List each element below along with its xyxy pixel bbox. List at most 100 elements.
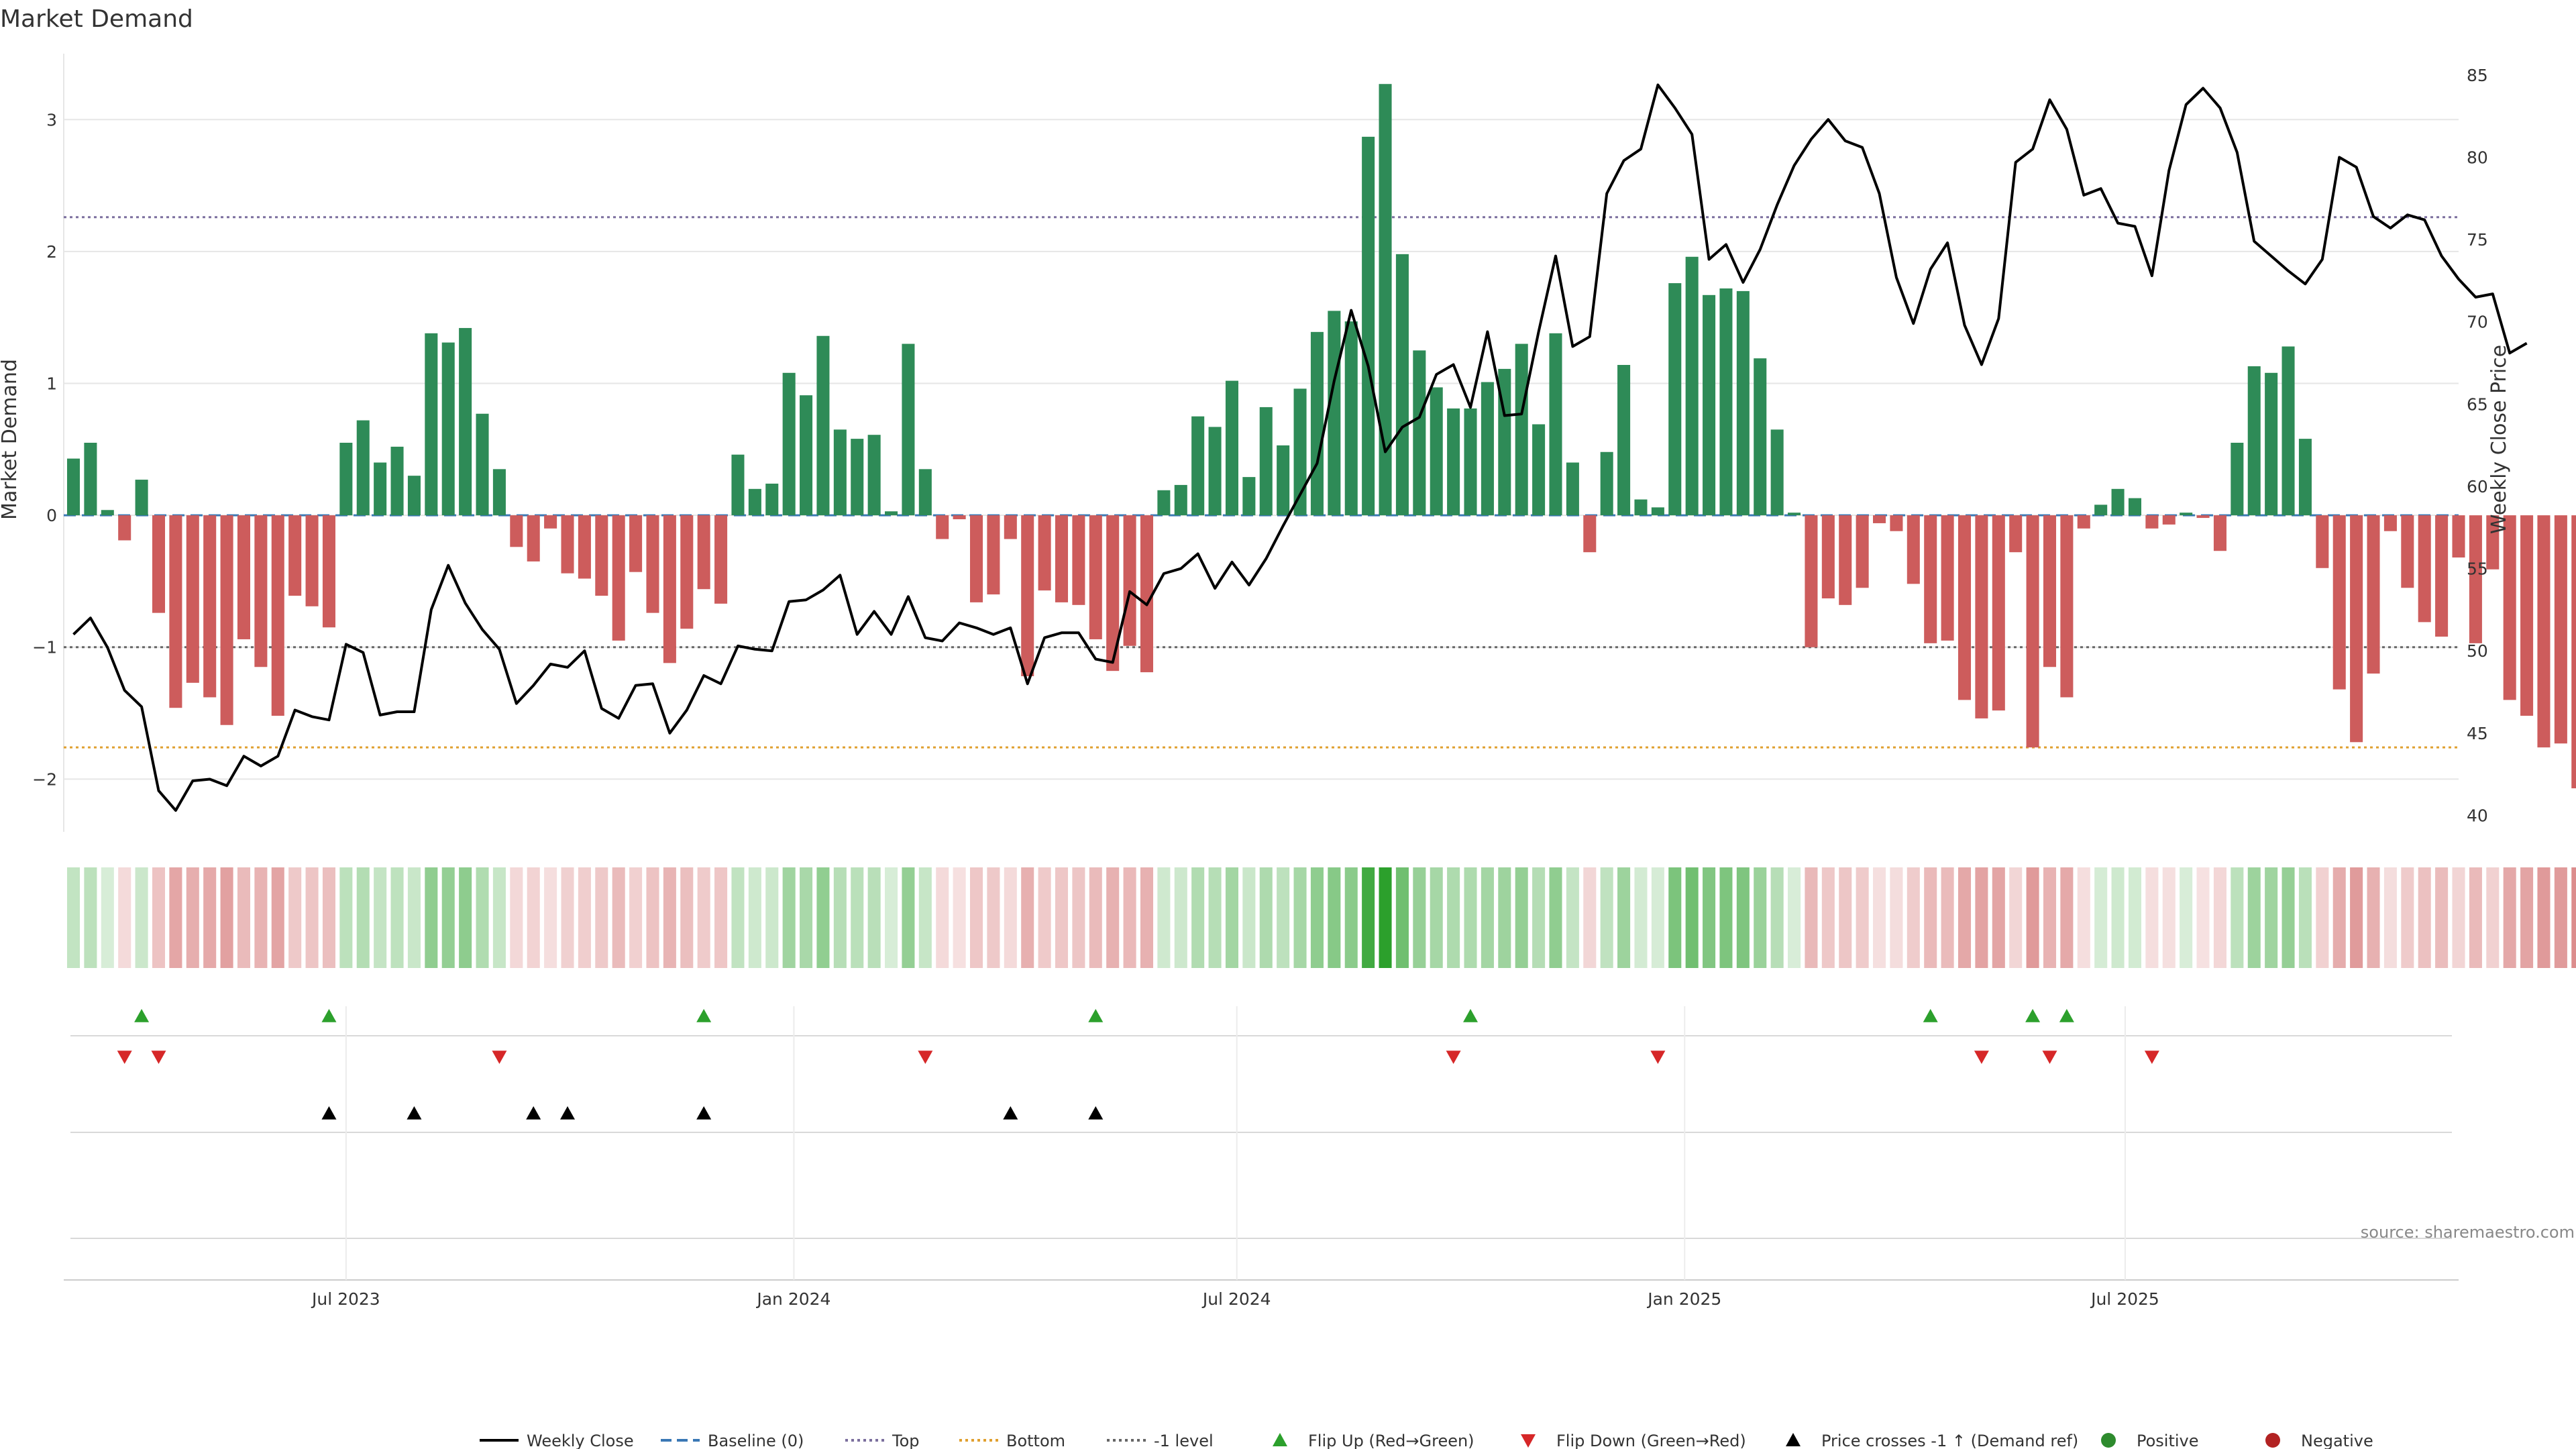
heat-cell [186,867,199,968]
demand-bar [2383,515,2397,531]
demand-bar [186,515,199,683]
heat-cell [1344,867,1358,968]
demand-bar [1277,445,1290,516]
demand-bar [2350,515,2363,743]
demand-bars [66,84,2576,789]
heat-cell [2571,867,2576,968]
demand-bar [1941,515,1954,641]
demand-bar [1310,331,1324,516]
demand-bar [2418,515,2431,623]
demand-bar [1430,387,1443,516]
heat-cell [2316,867,2329,968]
legend-item: Flip Up (Red→Green) [1273,1432,1474,1449]
heat-cell [441,867,455,968]
heat-cell [1225,867,1238,968]
heat-cell [2128,867,2141,968]
heat-cell [697,867,710,968]
demand-bar [646,515,659,613]
heat-cell [2180,867,2193,968]
demand-bar [492,469,506,516]
heat-cell [101,867,114,968]
heat-cell [1277,867,1290,968]
flip-down-marker [1446,1051,1461,1064]
demand-bar [561,515,574,574]
demand-bar [2571,515,2576,789]
legend-item: Flip Down (Green→Red) [1521,1432,1746,1449]
flip-down-marker [151,1051,166,1064]
demand-bar [2265,372,2278,516]
demand-bar [595,515,608,596]
demand-bar [833,429,847,516]
demand-bar [2435,515,2449,637]
demand-bar [697,515,710,590]
heat-cell [2043,867,2057,968]
heat-cell [2469,867,2482,968]
legend-label: Flip Down (Green→Red) [1556,1432,1746,1449]
source-note: source: sharemaestro.com [2361,1223,2575,1242]
legend-item: Price crosses -1 ↑ (Demand ref) [1786,1432,2078,1449]
flip-down-marker [2144,1051,2159,1064]
heat-cell [2009,867,2023,968]
demand-bar [1021,515,1034,676]
legend-label: Baseline (0) [708,1432,804,1449]
heat-cell [1941,867,1954,968]
demand-bar [1532,424,1546,516]
y-axis-ticks: −2 −1 0 1 2 3 [32,110,57,789]
demand-bar [101,510,114,516]
demand-bar [1992,515,2005,711]
y2-tick-label: 60 [2467,477,2488,496]
flip-down-marker [918,1051,933,1064]
demand-bar [2247,366,2261,516]
heat-cell [2486,867,2500,968]
heat-cell [1447,867,1460,968]
heat-cell [1328,867,1341,968]
heat-cell [2077,867,2090,968]
cross-up-marker [526,1106,541,1120]
heat-cell [1242,867,1256,968]
demand-bar [936,515,949,539]
heat-cell [765,867,779,968]
legend-label: -1 level [1154,1432,1214,1449]
heat-cell [2383,867,2397,968]
demand-bar [1157,490,1171,516]
x-tick-label: Jan 2025 [1646,1289,1721,1309]
heat-cell [2247,867,2261,968]
demand-bar [680,515,694,629]
demand-bar [2282,346,2295,516]
y-tick-label: 3 [46,110,57,129]
legend-label: Price crosses -1 ↑ (Demand ref) [1821,1432,2078,1449]
flip-down-marker [1974,1051,1989,1064]
demand-bar [2009,515,2023,553]
heat-cell [748,867,761,968]
demand-bar [459,327,472,516]
heat-cell [680,867,694,968]
demand-bar [476,413,489,516]
demand-bar [1873,515,1886,523]
event-markers [64,1006,2459,1281]
x-tick-label: Jan 2024 [755,1289,830,1309]
y2-tick-label: 85 [2467,66,2488,85]
heat-cell [800,867,813,968]
y2-tick-label: 75 [2467,230,2488,250]
demand-bar [2367,515,2380,674]
demand-bar [322,515,335,628]
heat-cell [2520,867,2534,968]
flip-down-marker [117,1051,132,1064]
cross-up-marker [321,1106,337,1120]
demand-bar [220,515,233,725]
demand-bar [441,342,455,516]
heat-cell [169,867,182,968]
heat-cell [425,867,438,968]
demand-bar [1634,499,1648,516]
demand-bar [1362,136,1375,516]
heat-cell [220,867,233,968]
demand-bar [1259,407,1273,516]
demand-bar [851,439,864,516]
y-tick-label: 0 [46,506,57,525]
heat-cell [663,867,676,968]
demand-bar [2213,515,2226,551]
heat-cell [1464,867,1477,968]
heat-cell [1430,867,1443,968]
demand-bar [1174,484,1187,516]
